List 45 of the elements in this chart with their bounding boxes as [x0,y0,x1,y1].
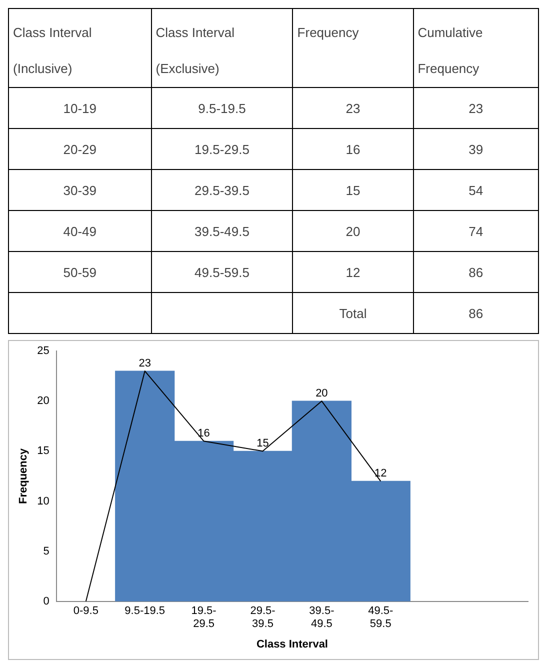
y-tick-label: 15 [37,445,50,458]
category-label: Class Interval (Exclusive) [156,25,234,76]
text: 50-59 [63,264,96,280]
x-tick-label: 49.5-59.5 [368,605,394,630]
text: 23 [468,100,484,116]
text: 74 [468,224,484,238]
text: 86 [468,264,484,280]
text: 54 [468,182,484,198]
category-label: Frequency [297,24,359,42]
text: 15 [346,182,360,198]
category-label: Class Interval (Inclusive) [13,25,92,76]
text: 16 [346,142,360,156]
x-tick-label: 39.5-49.5 [309,605,335,630]
text: 19.5-29.5 [194,142,250,156]
x-tick-label: 29.5-39.5 [250,605,276,630]
text: 9.5-19.5 [198,100,246,116]
text: 29.5-39.5 [194,182,250,198]
text: 20 [346,224,360,238]
text: 30-39 [63,182,96,198]
data-label: 16 [198,428,210,440]
text: 86 [468,306,484,320]
y-tick-label: 20 [37,395,50,408]
text: 49.5-59.5 [194,264,250,280]
text: 39.5-49.5 [194,224,250,238]
x-tick-label: 19.5-29.5 [191,605,217,630]
text: 40-49 [63,224,96,238]
y-tick-label: 25 [37,345,50,358]
category-label: Cumulative Frequency [418,25,483,76]
text: Total [339,306,367,320]
y-axis-title: Frequency [18,448,30,504]
y-tick-label: 5 [43,545,50,558]
text: 12 [346,264,360,280]
y-tick-label: 10 [37,495,50,508]
data-label: 23 [138,358,151,370]
data-label: 15 [256,438,269,450]
x-tick-label: 0-9.5 [73,605,98,618]
data-label: 12 [374,468,387,480]
text: 20-29 [63,142,96,156]
text: 23 [346,100,360,116]
text: 39 [468,142,484,156]
data-label: 20 [316,388,328,400]
x-axis-title: Class Interval [256,638,328,650]
x-tick-label: 9.5-19.5 [124,605,166,618]
y-tick-label: 0 [43,595,50,608]
text: 10-19 [63,100,96,116]
